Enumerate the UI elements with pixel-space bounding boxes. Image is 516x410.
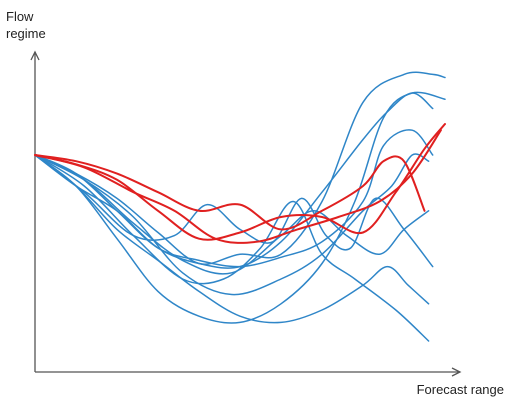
ensemble-series-line-8: [34, 153, 430, 296]
ensemble-series-line-2: [34, 91, 446, 324]
y-axis-arrow: [30, 50, 40, 61]
ensemble-series-line-1: [34, 71, 446, 265]
x-axis-arrow: [451, 367, 462, 377]
highlight-series-line-11: [34, 154, 426, 231]
axes: [30, 50, 462, 377]
series-layer: [34, 71, 446, 342]
x-axis-label: Forecast range: [416, 382, 504, 397]
ensemble-series-line-7: [34, 154, 430, 324]
highlight-series-line-12: [34, 129, 442, 244]
ensemble-series-line-6: [34, 154, 430, 342]
ensemble-series-line-4: [34, 129, 434, 268]
highlight-series-line-10: [34, 123, 446, 241]
y-axis-label: Flow regime: [6, 9, 46, 41]
